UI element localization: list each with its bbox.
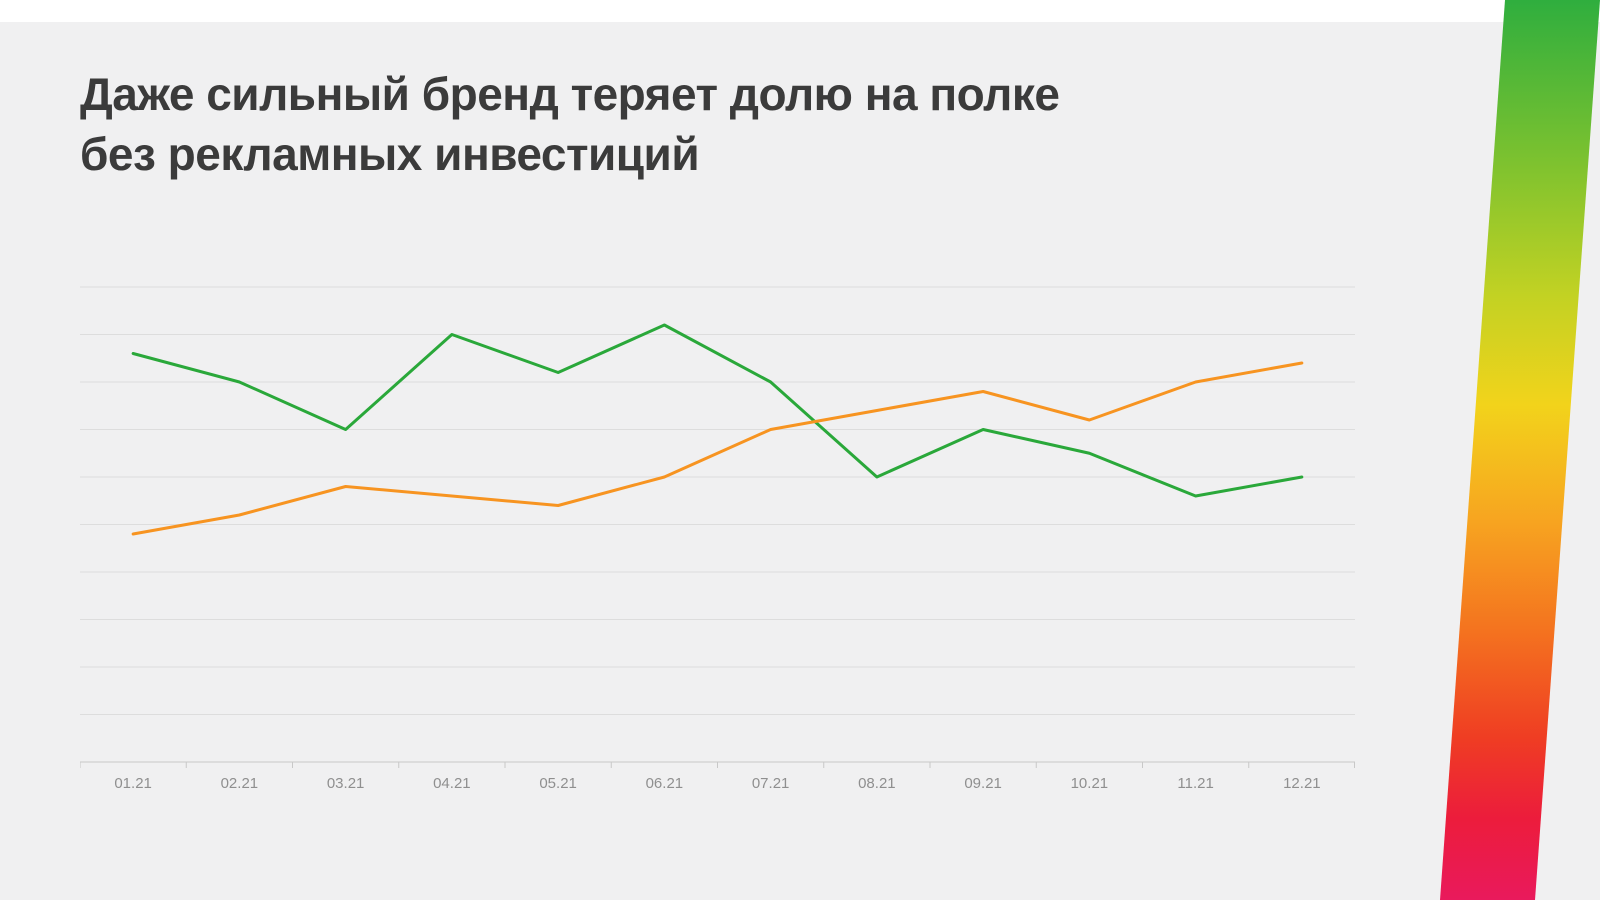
svg-text:11.21: 11.21 [1177, 775, 1213, 790]
svg-text:10.21: 10.21 [1071, 775, 1109, 790]
svg-text:06.21: 06.21 [646, 775, 684, 790]
page-title-line2: без рекламных инвестиций [80, 128, 700, 180]
svg-text:08.21: 08.21 [858, 775, 896, 790]
svg-text:02.21: 02.21 [221, 775, 259, 790]
gradient-stripe-decoration [1440, 0, 1600, 900]
svg-text:12.21: 12.21 [1283, 775, 1321, 790]
svg-text:07.21: 07.21 [752, 775, 790, 790]
svg-text:05.21: 05.21 [539, 775, 577, 790]
page-title-line1: Даже сильный бренд теряет долю на полке [80, 68, 1060, 120]
svg-text:01.21: 01.21 [114, 775, 152, 790]
page-title: Даже сильный бренд теряет долю на полке … [80, 64, 1060, 184]
chart-area: 01.21 02.21 03.21 04.21 05.21 06.21 07.21 08.21… [80, 260, 1355, 790]
svg-text:04.21: 04.21 [433, 775, 471, 790]
line-chart: 01.21 02.21 03.21 04.21 05.21 06.21 07.21 08.21… [80, 286, 1355, 790]
svg-text:03.21: 03.21 [327, 775, 365, 790]
svg-text:09.21: 09.21 [964, 775, 1002, 790]
